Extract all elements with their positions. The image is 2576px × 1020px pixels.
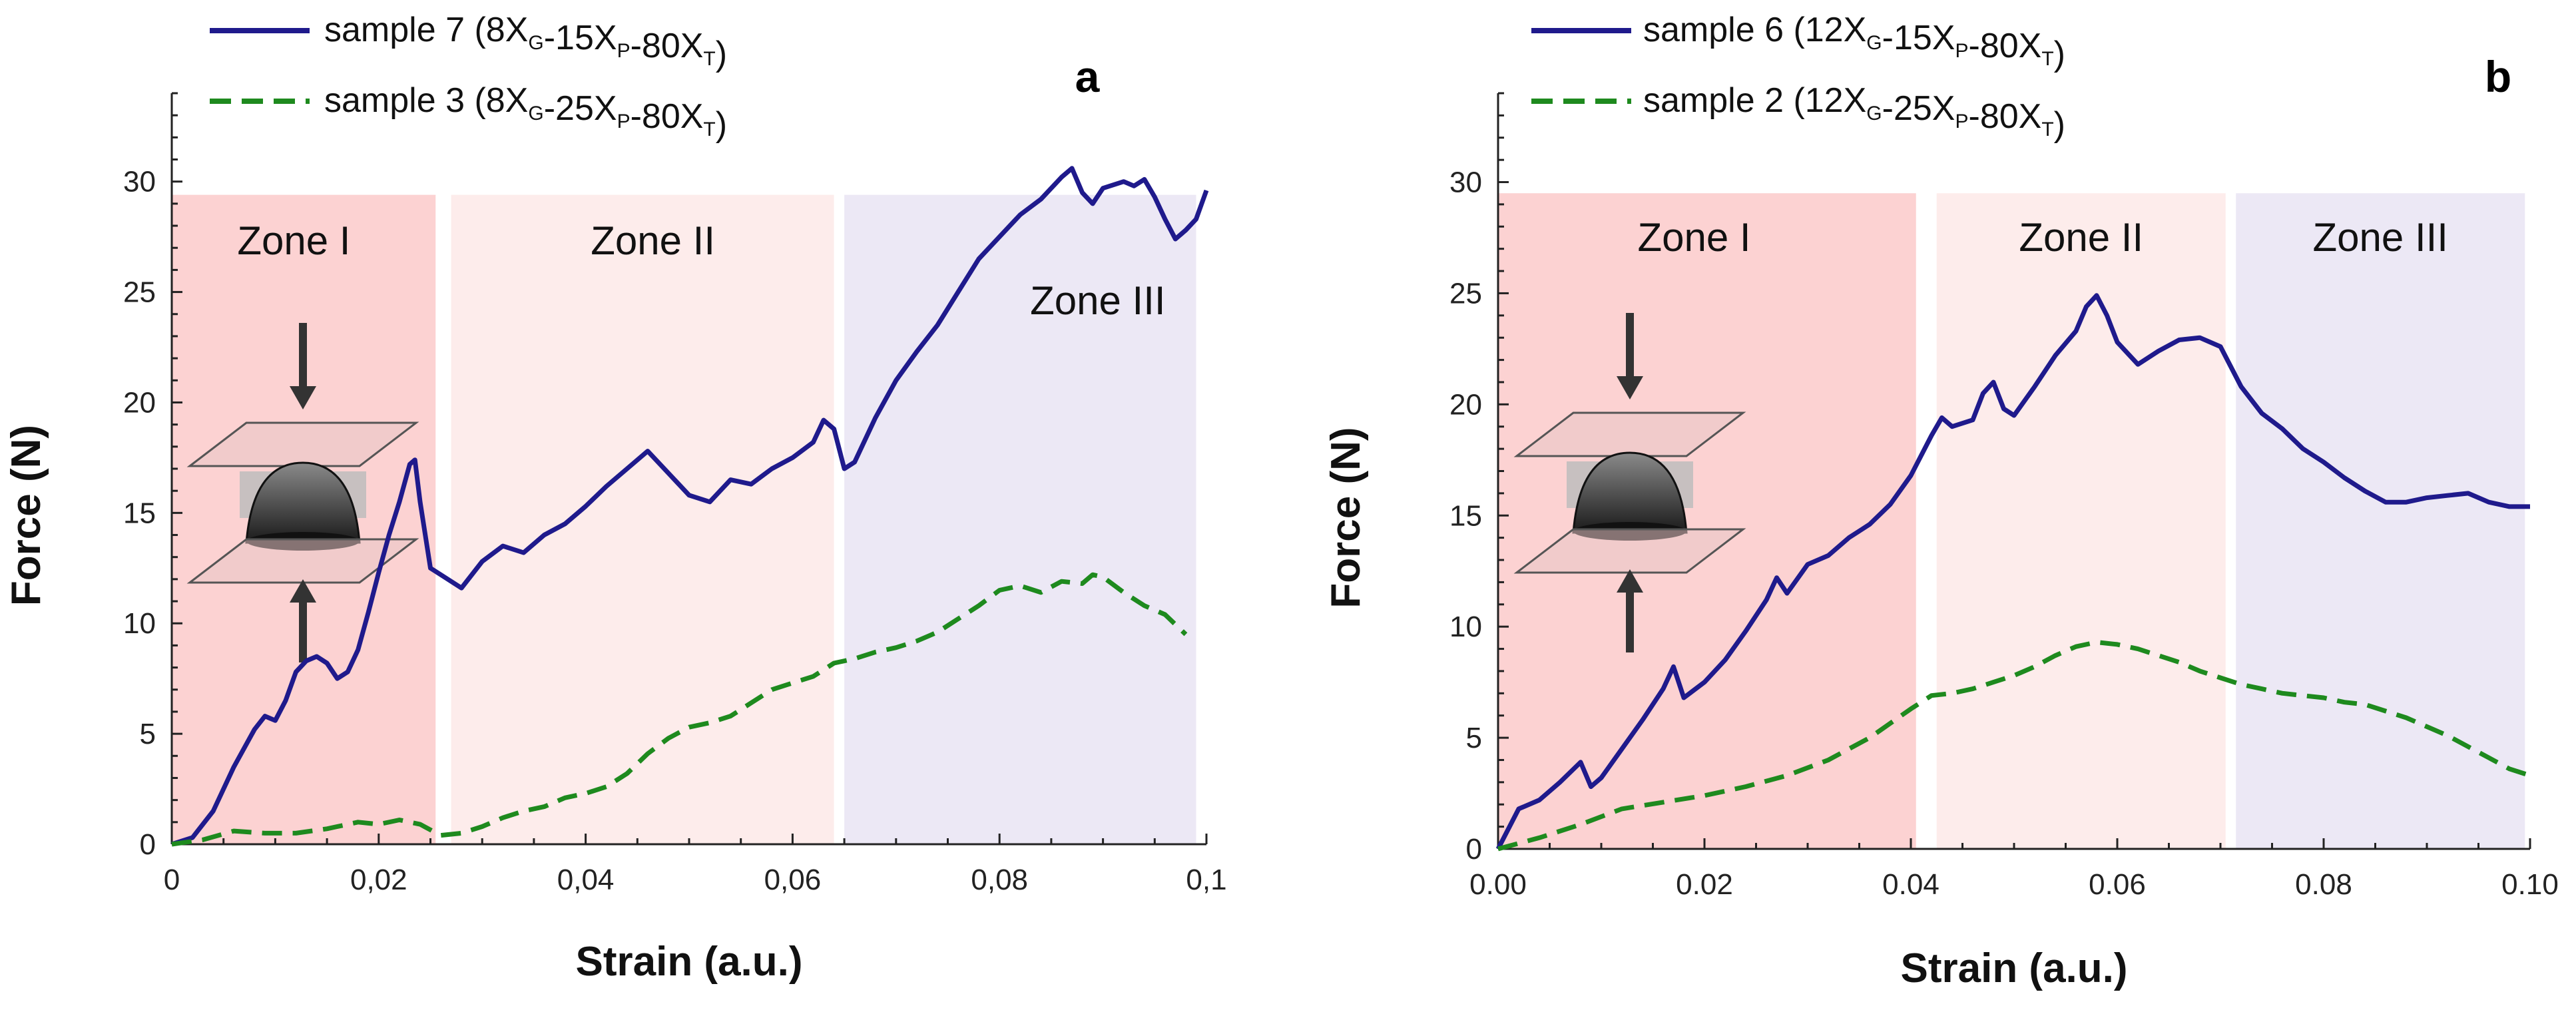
series-line-sample-6 — [1495, 293, 2530, 850]
series-line-sample-2 — [1497, 640, 2531, 852]
x-tick-label: 0.04 — [1882, 868, 1939, 901]
zone-label: Zone II — [2019, 215, 2143, 260]
legend-composition-part: 12X — [1805, 81, 1867, 120]
panel-a: Zone I Zone II Zone III 0 5 10 15 20 25 30 0 0,02 0,… — [3, 11, 1227, 985]
x-tick-label: 0.00 — [1469, 868, 1527, 901]
x-tick-label: 0,1 — [1186, 864, 1226, 896]
x-tick-label: 0,08 — [971, 864, 1028, 896]
y-tick-label: 0 — [1466, 833, 1482, 866]
zone-region — [844, 194, 1196, 844]
y-tick-label: 20 — [123, 386, 156, 419]
legend-subscript: P — [617, 111, 631, 132]
legend-label: sample 3 (8XG-25XP-80XT) — [324, 81, 727, 144]
legend-composition-part: -25X — [1882, 89, 1955, 128]
y-tick-label: 0 — [140, 828, 156, 861]
legend-subscript: T — [2041, 119, 2053, 140]
x-tick-label: 0.10 — [2501, 868, 2559, 901]
legend-composition-part: -80X — [631, 97, 704, 136]
y-tick-label: 10 — [123, 607, 156, 640]
legend-subscript: P — [1955, 111, 1968, 132]
legend-composition-part: -15X — [544, 19, 617, 57]
y-tick-label: 20 — [1449, 388, 1482, 421]
legend-subscript: P — [1955, 40, 1968, 62]
legend-composition-part: -80X — [1969, 27, 2042, 65]
x-axis-title: Strain (a.u.) — [1900, 945, 2127, 991]
panel-letter: b — [2485, 52, 2511, 101]
legend-label: sample 6 (12XG-15XP-80XT) — [1643, 11, 2065, 73]
panel-b: Zone I Zone II Zone III 0 5 10 15 20 25 30 0.00 0.0… — [1323, 11, 2559, 991]
compression-diagram-icon — [1513, 313, 1746, 652]
legend-subscript: G — [528, 103, 543, 125]
zone-label: Zone III — [1030, 278, 1165, 323]
x-axis-title: Strain (a.u.) — [575, 939, 802, 985]
droplet-dome — [1572, 451, 1688, 534]
up-arrow-head — [1617, 569, 1643, 593]
legend-composition-part: 12X — [1805, 11, 1867, 49]
zone-region — [1498, 193, 1916, 849]
series-line-sample-7 — [170, 166, 1209, 847]
legend-composition-part: 8X — [486, 81, 529, 120]
x-tick-label: 0.08 — [2295, 868, 2352, 901]
y-tick-label: 10 — [1449, 611, 1482, 643]
y-tick-label: 25 — [1449, 277, 1482, 310]
legend-subscript: T — [703, 48, 715, 70]
y-tick-label: 15 — [1449, 499, 1482, 532]
y-tick-label: 30 — [123, 166, 156, 198]
zone-label: Zone III — [2313, 215, 2448, 260]
legend-series-name: sample 6 — [1643, 11, 1784, 49]
legend-composition-part: -25X — [544, 89, 617, 128]
droplet-dome — [245, 461, 361, 544]
legend-subscript: T — [2041, 48, 2053, 70]
x-tick-label: 0.06 — [2089, 868, 2146, 901]
legend-subscript: G — [528, 32, 543, 54]
y-tick-label: 5 — [140, 718, 156, 750]
zone-region — [1936, 193, 2226, 849]
legend-composition-part: -80X — [1969, 97, 2042, 136]
x-tick-label: 0,06 — [764, 864, 822, 896]
legend-subscript: G — [1866, 103, 1882, 125]
x-tick-label: 0 — [164, 864, 180, 896]
zone-label: Zone I — [237, 218, 350, 263]
legend-subscript: T — [703, 119, 715, 140]
x-tick-label: 0.02 — [1676, 868, 1733, 901]
zone-label: Zone II — [591, 218, 715, 263]
legend-composition-part: 8X — [486, 11, 529, 49]
y-tick-label: 15 — [123, 497, 156, 529]
zone-region — [2236, 193, 2525, 849]
down-arrow-head — [290, 386, 316, 409]
legend-subscript: P — [617, 40, 631, 62]
legend-series-name: sample 3 — [324, 81, 465, 120]
x-tick-label: 0,04 — [557, 864, 615, 896]
zone-label: Zone I — [1637, 215, 1750, 260]
up-arrow-head — [290, 579, 316, 603]
y-tick-label: 25 — [123, 276, 156, 309]
zone-region — [451, 194, 834, 844]
legend-composition-part: -80X — [631, 27, 704, 65]
series-line-sample-3 — [171, 572, 1188, 847]
y-tick-label: 30 — [1449, 166, 1482, 199]
x-tick-label: 0,02 — [350, 864, 407, 896]
legend-series-name: sample 2 — [1643, 81, 1784, 120]
compression-diagram-icon — [186, 323, 419, 662]
y-axis-title: Force (N) — [1323, 427, 1369, 608]
legend-label: sample 2 (12XG-25XP-80XT) — [1643, 81, 2065, 144]
y-tick-label: 5 — [1466, 722, 1482, 754]
panel-letter: a — [1075, 52, 1101, 101]
legend-label: sample 7 (8XG-15XP-80XT) — [324, 11, 727, 73]
legend-series-name: sample 7 — [324, 11, 465, 49]
y-axis-title: Force (N) — [3, 425, 49, 606]
legend-subscript: G — [1866, 32, 1882, 54]
down-arrow-head — [1617, 376, 1643, 399]
legend-composition-part: -15X — [1882, 19, 1955, 57]
